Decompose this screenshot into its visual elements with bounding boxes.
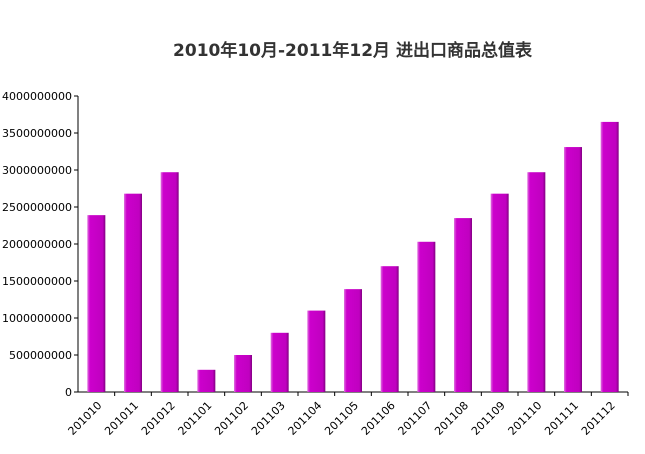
x-tick-label: 201108: [432, 399, 471, 438]
chart-title: 2010年10月-2011年12月 进出口商品总值表: [173, 41, 532, 61]
x-tick-label: 201110: [506, 399, 545, 438]
y-tick-label: 500000000: [9, 349, 72, 362]
y-tick-label: 0: [65, 386, 72, 399]
bar-201111: [564, 147, 582, 392]
x-tick-label: 201104: [286, 399, 325, 438]
bar-201107: [417, 241, 436, 392]
x-tick-label: 201103: [249, 399, 288, 438]
bar-201108: [454, 218, 472, 392]
bar-201102: [234, 355, 252, 392]
x-tick-label: 201012: [139, 399, 178, 438]
x-tick-label: 201109: [469, 399, 508, 438]
x-tick-label: 201101: [176, 399, 215, 438]
bar-201109: [490, 193, 509, 392]
x-tick-label: 201106: [359, 399, 398, 438]
bar-201103: [270, 332, 289, 392]
y-tick-label: 1500000000: [2, 275, 72, 288]
x-tick-label: 201105: [322, 399, 361, 438]
bar-201101: [197, 369, 216, 392]
x-tick-label: 201010: [66, 399, 105, 438]
bar-201011: [124, 193, 142, 392]
y-tick-label: 3500000000: [2, 127, 72, 140]
bar-201104: [307, 310, 326, 392]
x-tick-label: 201112: [579, 399, 618, 438]
bar-201110: [527, 172, 546, 392]
bar-201010: [87, 215, 106, 392]
bar-201112: [600, 121, 619, 393]
bar-201106: [380, 266, 399, 392]
x-tick-label: 201107: [396, 399, 435, 438]
y-tick-label: 2500000000: [2, 201, 72, 214]
y-tick-label: 4000000000: [2, 90, 72, 103]
x-tick-label: 201111: [542, 399, 581, 438]
x-tick-label: 201102: [212, 399, 251, 438]
bar-201012: [160, 172, 179, 392]
y-tick-label: 2000000000: [2, 238, 72, 251]
y-tick-label: 3000000000: [2, 164, 72, 177]
bar-201105: [344, 289, 362, 392]
y-tick-label: 1000000000: [2, 312, 72, 325]
x-tick-label: 201011: [102, 399, 141, 438]
